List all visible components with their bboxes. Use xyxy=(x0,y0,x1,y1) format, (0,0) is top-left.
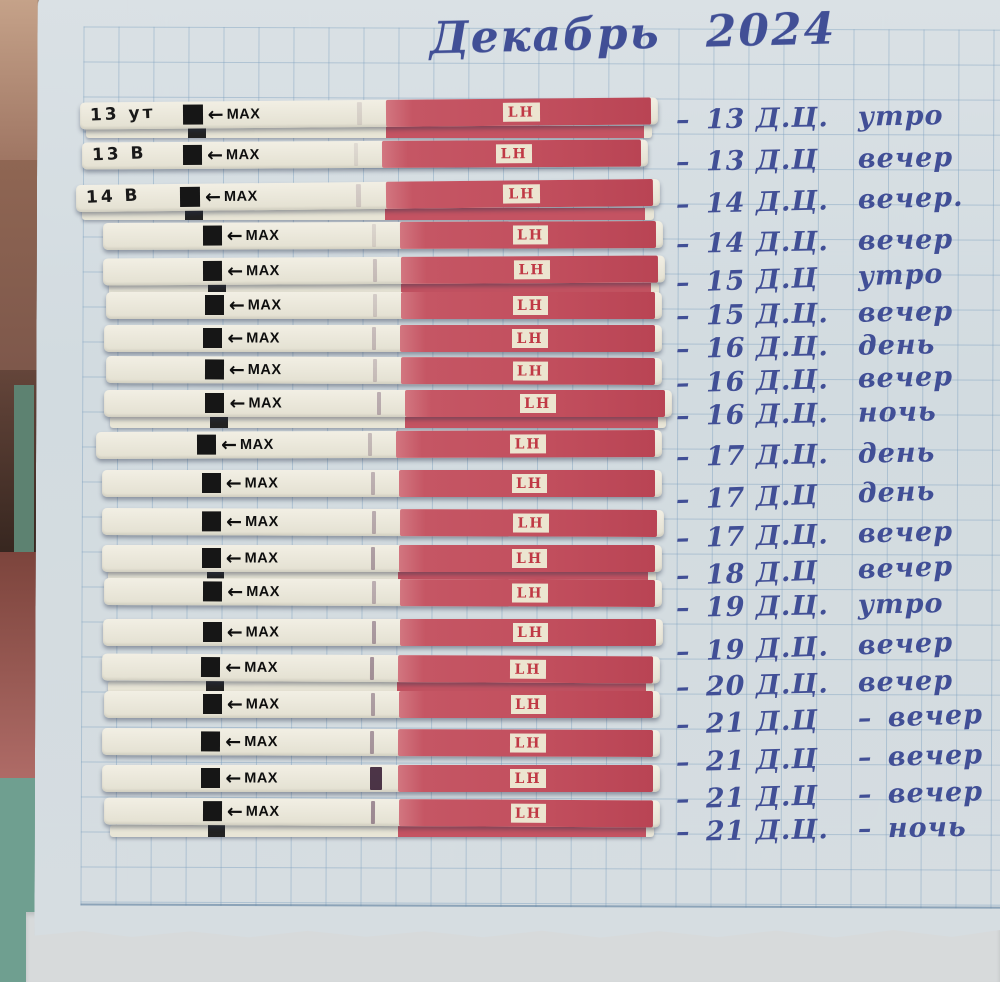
annotation-time: ночь xyxy=(887,812,967,845)
max-marker-square xyxy=(201,548,221,569)
lh-test-strip: ← MAX LH xyxy=(106,292,662,319)
max-label: ← MAX xyxy=(227,329,280,348)
max-marker-square xyxy=(184,208,204,220)
lh-test-strip: ← MAX LH xyxy=(104,325,662,352)
lh-label: LH xyxy=(512,296,548,315)
left-arrow-icon: ← xyxy=(225,472,242,494)
lh-test-strip: ← MAX LH xyxy=(104,691,660,718)
lh-label: LH xyxy=(511,549,548,568)
test-result-line xyxy=(370,547,376,570)
left-arrow-icon: ← xyxy=(226,693,243,715)
test-result-line xyxy=(370,472,376,495)
left-arrow-icon: ← xyxy=(225,767,242,789)
control-band xyxy=(385,126,644,138)
max-label: ← MAX xyxy=(226,474,279,493)
max-text: MAX xyxy=(244,770,278,787)
max-text: MAX xyxy=(246,330,280,347)
annotation-dash: – xyxy=(675,816,691,849)
left-arrow-icon: ← xyxy=(226,800,243,823)
left-arrow-icon: ← xyxy=(229,392,246,414)
test-result-line xyxy=(370,693,376,716)
lh-label: LH xyxy=(512,329,548,348)
lh-label: LH xyxy=(512,623,549,642)
test-result-line xyxy=(371,327,377,350)
test-result-line xyxy=(376,392,382,415)
max-label: ← MAX xyxy=(230,394,283,413)
max-marker-square xyxy=(202,801,222,822)
lh-test-strip: ← MAX LH xyxy=(102,545,662,572)
test-result-line xyxy=(369,767,382,790)
max-text: MAX xyxy=(245,803,280,820)
max-label: ← MAX xyxy=(227,623,280,642)
max-text: MAX xyxy=(247,297,282,314)
max-marker-square xyxy=(203,328,223,349)
max-label: ← MAX xyxy=(229,296,282,315)
notebook-cover-teal-sliver xyxy=(14,385,34,570)
control-band xyxy=(404,416,658,428)
max-text: MAX xyxy=(245,624,280,641)
max-marker-square xyxy=(204,295,224,316)
max-text: MAX xyxy=(248,395,283,412)
lh-label: LH xyxy=(511,474,548,493)
annotation-separator: – xyxy=(857,813,873,845)
max-marker-square xyxy=(202,622,222,643)
lh-test-strip: ← MAX LH xyxy=(102,765,660,792)
lh-label: LH xyxy=(510,769,546,788)
under-strip xyxy=(82,208,654,220)
max-label: ← MAX xyxy=(226,800,280,823)
control-band xyxy=(385,208,646,220)
max-marker-square xyxy=(187,126,206,138)
lh-test-strip: ← MAX LH xyxy=(103,619,663,646)
max-label: ← MAX xyxy=(225,769,278,788)
control-band xyxy=(397,681,646,693)
max-text: MAX xyxy=(245,696,280,713)
test-result-line xyxy=(372,294,378,317)
annotation-day: 21 Д.Ц. xyxy=(705,814,830,848)
test-result-line xyxy=(370,800,376,824)
left-arrow-icon: ← xyxy=(226,621,243,643)
under-strip xyxy=(110,416,666,428)
max-label: ← MAX xyxy=(226,549,279,568)
max-marker-square xyxy=(206,681,224,693)
lh-test-strip: ← MAX LH xyxy=(102,470,662,497)
lh-label: LH xyxy=(510,803,547,823)
left-arrow-icon: ← xyxy=(225,547,242,569)
max-label: ← MAX xyxy=(227,695,280,714)
lh-test-strip: ← MAX LH xyxy=(103,797,661,828)
max-marker-square xyxy=(201,473,221,494)
test-result-line xyxy=(371,621,377,644)
max-marker-square xyxy=(201,768,221,789)
under-strip xyxy=(108,681,654,693)
under-strip xyxy=(86,126,652,138)
under-strip xyxy=(110,825,654,837)
lh-label: LH xyxy=(519,394,556,413)
max-marker-square xyxy=(205,393,225,414)
max-marker-square xyxy=(207,825,226,837)
max-text: MAX xyxy=(244,550,279,567)
max-marker-square xyxy=(202,694,222,715)
control-band xyxy=(398,825,646,837)
max-text: MAX xyxy=(244,475,279,492)
max-marker-square xyxy=(210,416,228,428)
handwritten-annotation: – 21 Д.Ц. – ночь xyxy=(676,811,1000,859)
lh-label: LH xyxy=(510,695,546,714)
left-arrow-icon: ← xyxy=(228,294,245,316)
lh-test-strip: ← MAX LH xyxy=(104,390,672,417)
left-arrow-icon: ← xyxy=(227,327,244,349)
